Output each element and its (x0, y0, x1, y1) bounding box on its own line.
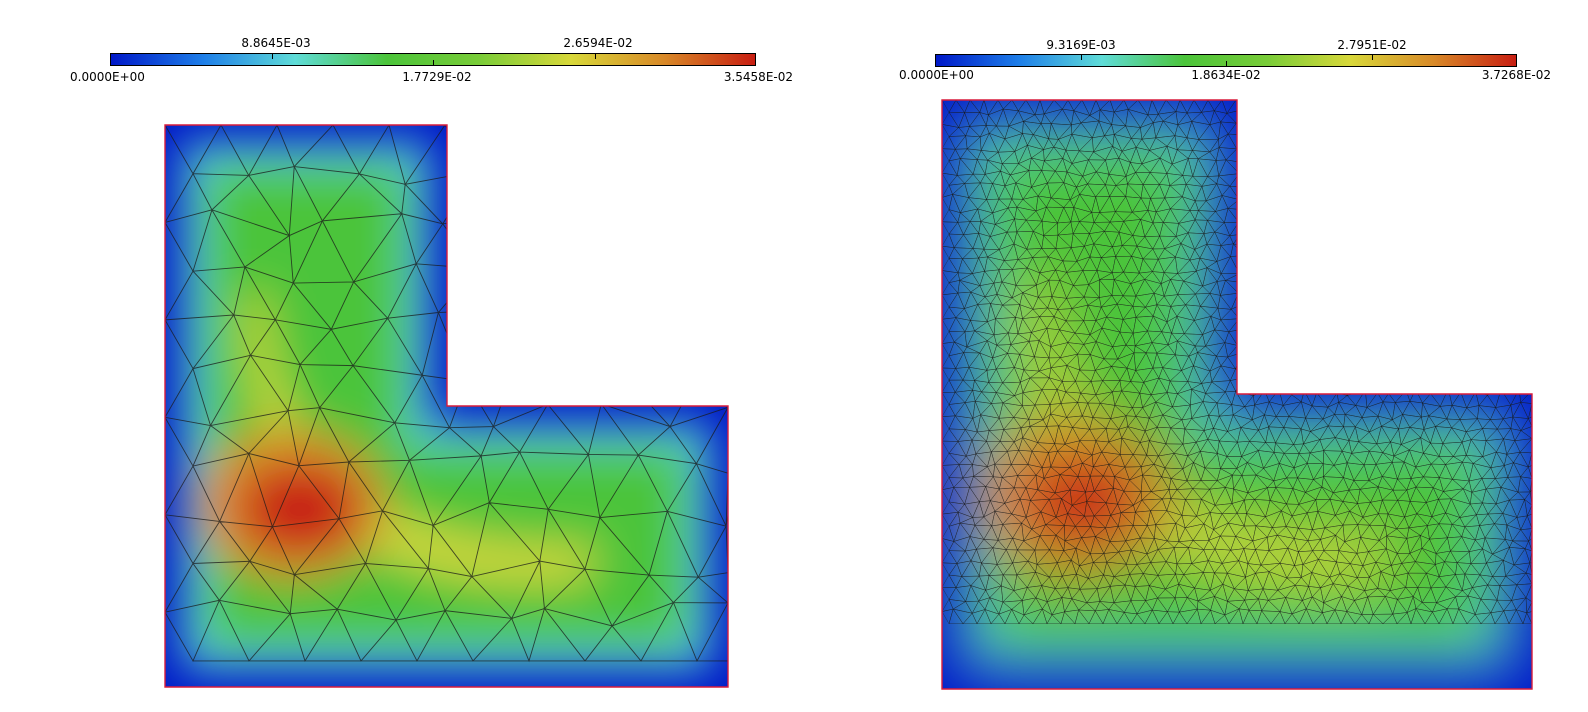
left-plot: 0.0000E+00 8.8645E-03 1.7729E-02 2.6594E… (70, 36, 793, 688)
solution-field-plot (941, 99, 1533, 690)
colorbar-q1-label: 9.3169E-03 (1046, 38, 1116, 52)
colorbar-max-label: 3.7268E-02 (1481, 68, 1551, 82)
colorbar-q3-label: 2.7951E-02 (1337, 38, 1407, 52)
colorbar-max-label: 3.5458E-02 (723, 70, 793, 84)
domain-boundary (164, 124, 729, 688)
colorbar-min-label: 0.0000E+00 (70, 70, 145, 84)
colorbar-min-label: 0.0000E+00 (899, 68, 974, 82)
solution-field-plot (164, 124, 729, 688)
right-plot: 0.0000E+00 9.3169E-03 1.8634E-02 2.7951E… (800, 0, 1588, 712)
colorbar-mid-label: 1.7729E-02 (402, 70, 472, 84)
colorbar-q3-label: 2.6594E-02 (563, 36, 633, 50)
colorbar (935, 54, 1517, 67)
domain-boundary (941, 99, 1533, 690)
colorbar-mid-label: 1.8634E-02 (1191, 68, 1261, 82)
colorbar (110, 53, 756, 66)
colorbar-q1-label: 8.8645E-03 (241, 36, 311, 50)
